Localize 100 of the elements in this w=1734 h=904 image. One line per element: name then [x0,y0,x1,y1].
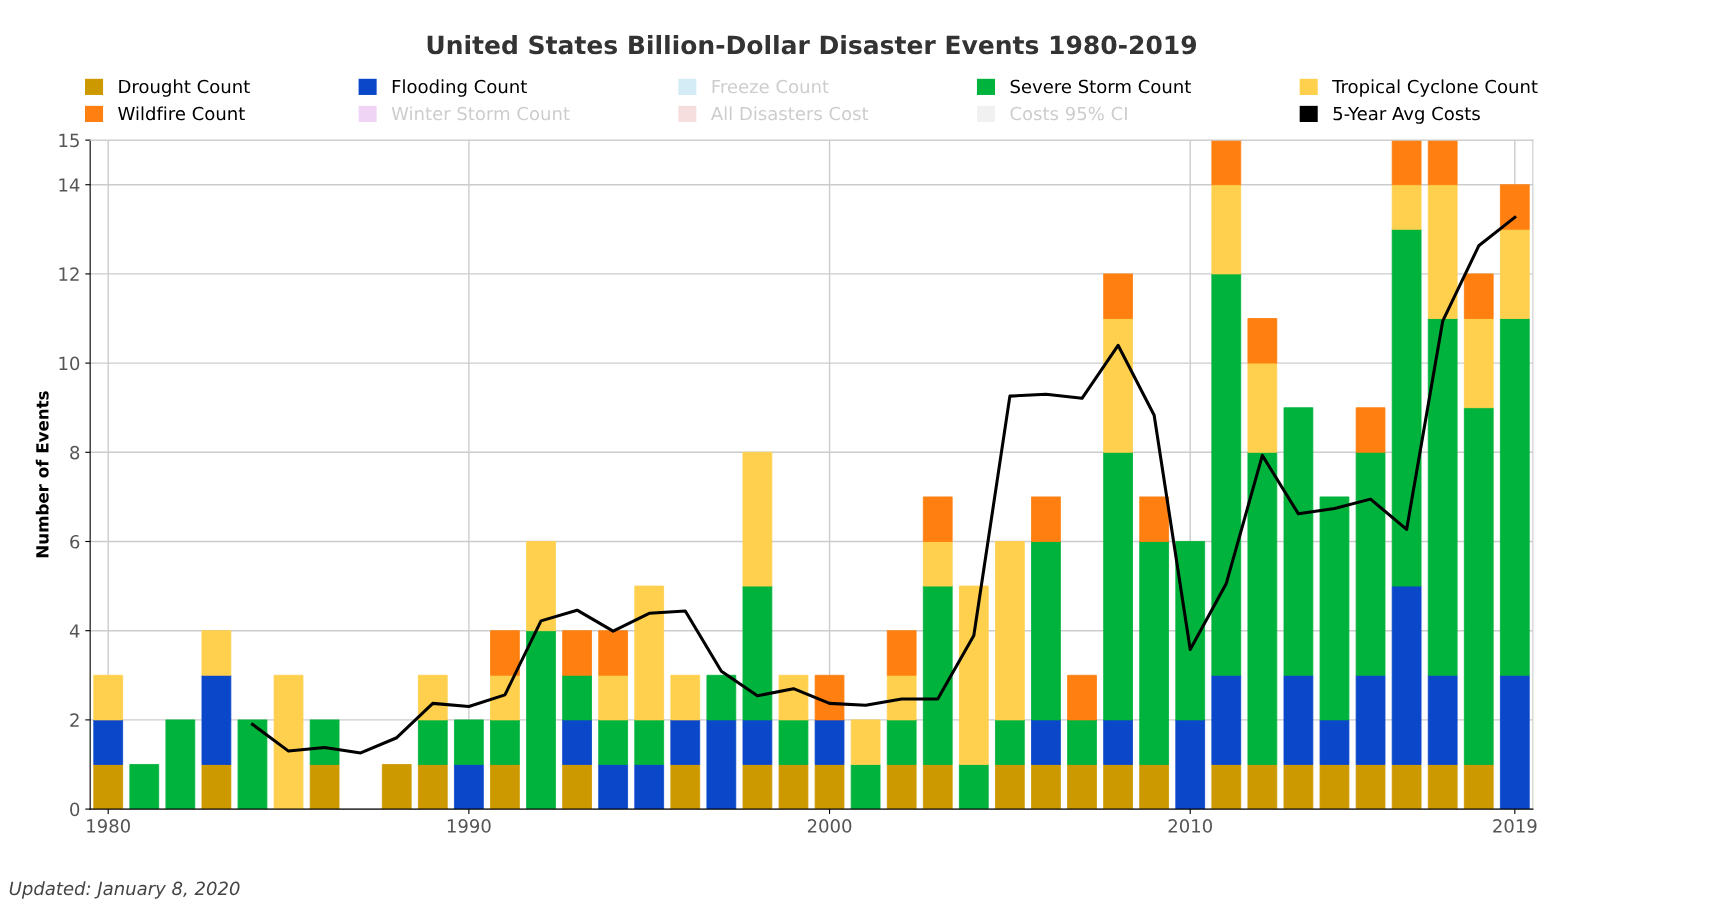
line-series [250,215,1517,755]
bar [417,719,448,765]
bar [237,719,268,810]
bar [309,719,340,765]
bar [93,674,124,721]
bar [1499,228,1530,319]
text: Updated: January 8, 2020 [9,881,240,899]
bar [1139,764,1169,810]
bar [1319,764,1350,810]
legend-label: Wildfire Count [118,106,245,121]
bar [381,764,412,810]
bar [670,719,701,765]
bar [886,719,917,765]
bar [706,719,737,810]
bar [562,719,592,765]
bar [454,764,484,810]
bar [1211,764,1242,810]
y-tick-label: 10 [59,356,80,371]
bar [417,674,448,721]
x-tick-label: 2019 [1493,819,1537,833]
bar [995,764,1025,810]
bar [1103,719,1133,765]
bar [1211,184,1242,275]
bar [1499,318,1530,676]
bar [273,674,304,810]
y-tick-label: 8 [70,445,80,460]
bar [778,674,809,721]
bar [1067,719,1097,765]
y-axis-title: Number of Events [35,391,49,558]
y-tick-label: 4 [69,624,80,638]
bar [201,630,232,676]
bar [1103,273,1133,319]
x-tick-label: 1980 [87,819,130,833]
bar [814,764,845,810]
bar [526,630,556,810]
bar [93,719,124,765]
bar [1211,674,1242,765]
bar [1139,496,1169,542]
bar [1355,451,1386,676]
bar [742,764,773,810]
x-tick-label: 1990 [447,819,491,833]
bar [165,719,196,810]
bar [1247,451,1278,765]
bar [922,541,953,587]
bar [1175,719,1206,810]
bar [850,719,881,765]
bar [201,674,232,765]
bar [1103,318,1133,453]
bar [1283,674,1314,765]
bar [598,674,628,721]
bar [598,764,628,810]
bar [886,764,917,810]
bar [490,719,520,765]
bar [1391,140,1422,186]
bar [1283,764,1314,810]
bar [995,541,1025,721]
y-tick-label: 12 [59,267,79,281]
y-tick-label: 14 [59,178,80,192]
bar [1355,764,1386,810]
bar [1427,318,1458,676]
bar [1427,674,1458,765]
bar [309,764,340,810]
bar [1427,184,1458,319]
bar [922,496,953,542]
bar [742,451,773,587]
bar [634,585,665,721]
bar [1247,362,1278,453]
bar [886,674,917,721]
bar [417,764,448,810]
bar [1463,407,1494,765]
bar [1355,674,1386,765]
bar [922,585,953,765]
y-tick-label: 15 [59,133,79,148]
bar [922,764,953,810]
bar [1103,764,1133,810]
bar [129,764,160,810]
bar [1283,407,1314,676]
bar [1031,764,1061,810]
bar [490,764,520,810]
bar [958,585,989,765]
bar [742,719,773,765]
bar [778,719,809,765]
bar [1463,764,1494,810]
bar [1247,318,1278,364]
chart-title: United States Billion-Dollar Disaster Events 1980-2019 [427,35,1197,55]
bar [562,674,592,721]
bar [670,764,701,810]
bar [634,719,665,765]
bar [1211,273,1242,676]
bar [814,674,845,721]
y-tick-label: 6 [70,534,80,549]
bar [634,764,665,810]
bar [1067,674,1097,721]
bar [850,764,881,810]
y-tick-label: 0 [70,802,80,817]
bar [1103,451,1133,721]
bar [598,630,628,676]
bar [454,719,484,765]
bar [1391,585,1422,765]
bar [1355,407,1386,453]
